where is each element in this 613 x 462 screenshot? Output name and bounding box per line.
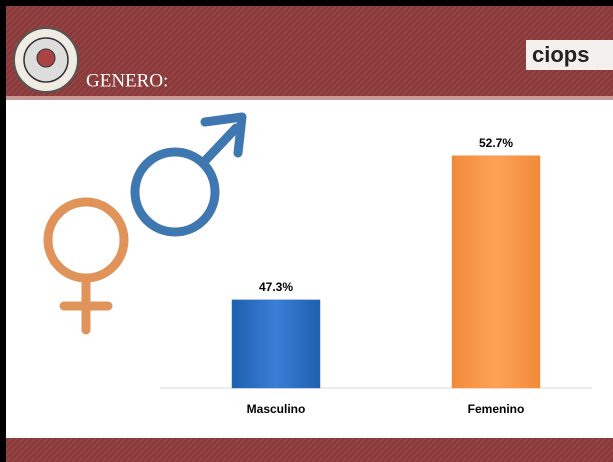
value-label: 52.7% xyxy=(479,136,513,150)
header-rule xyxy=(6,96,613,100)
bar xyxy=(451,155,541,389)
brand-logo: ciops xyxy=(532,42,589,67)
slide-title: GENERO: xyxy=(86,70,168,91)
logo-box xyxy=(526,40,613,70)
university-logo xyxy=(13,27,79,93)
bar xyxy=(231,299,321,389)
x-tick-label: Masculino xyxy=(247,402,306,416)
x-tick-label: Femenino xyxy=(468,402,525,416)
value-label: 47.3% xyxy=(259,280,293,294)
footer-band xyxy=(6,438,613,462)
gender-symbols xyxy=(43,112,247,335)
header-band xyxy=(6,6,613,100)
